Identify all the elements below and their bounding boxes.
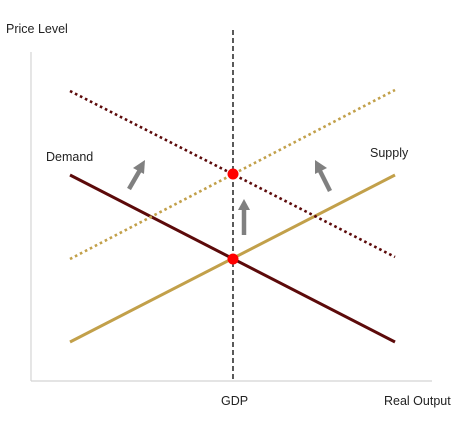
shifted-demand-curve bbox=[69, 89, 396, 259]
demand-shift-arrow-icon bbox=[127, 160, 145, 191]
x-axis-label: Real Output bbox=[384, 394, 451, 408]
original-equilibrium-point bbox=[227, 253, 239, 265]
supply-label: Supply bbox=[370, 146, 409, 160]
y-axis-label: Price Level bbox=[6, 22, 68, 36]
gdp-label: GDP bbox=[221, 394, 249, 408]
new-equilibrium-point bbox=[227, 168, 239, 180]
equilibrium-shift-arrow-icon bbox=[238, 199, 250, 235]
supply-shift-arrow-icon bbox=[315, 160, 333, 193]
demand-label: Demand bbox=[46, 150, 94, 164]
